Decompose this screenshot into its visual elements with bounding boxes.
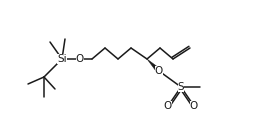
Polygon shape bbox=[147, 59, 161, 73]
Text: O: O bbox=[190, 101, 198, 111]
Text: S: S bbox=[178, 82, 184, 92]
Text: O: O bbox=[164, 101, 172, 111]
Text: Si: Si bbox=[57, 54, 67, 64]
Text: O: O bbox=[76, 54, 84, 64]
Text: O: O bbox=[155, 66, 163, 76]
